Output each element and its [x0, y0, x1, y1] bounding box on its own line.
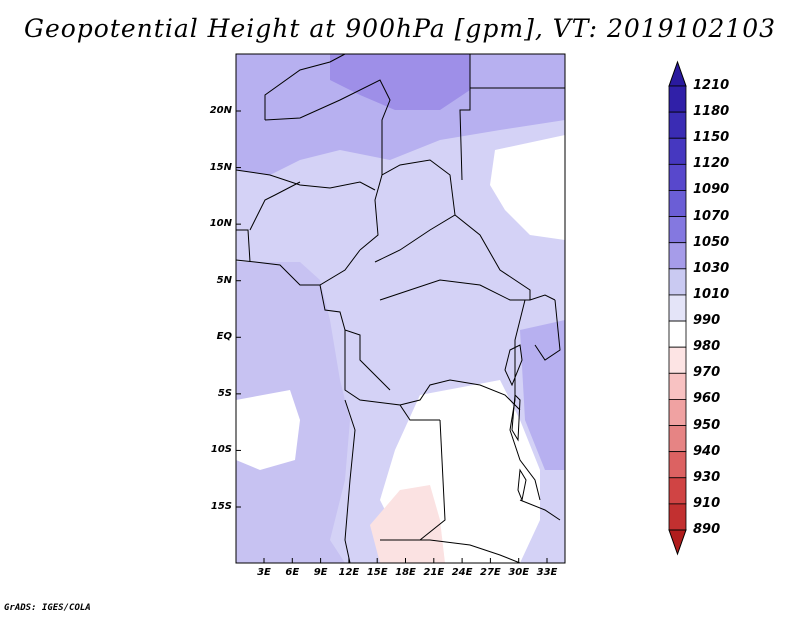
lon-tick-label: 18E [395, 567, 416, 578]
colorbar-label: 970 [693, 365, 721, 381]
border-line [509, 299, 541, 501]
border-line [380, 539, 521, 564]
field-white-ocean [236, 390, 300, 470]
field-white-ne [490, 135, 565, 240]
colorbar-label: 930 [693, 469, 721, 485]
colorbar-label: 950 [693, 417, 721, 433]
colorbar-segment [668, 163, 687, 191]
colorbar-label: 890 [693, 522, 721, 537]
field-north-deep [330, 54, 470, 110]
border-line [264, 79, 391, 175]
colorbar-label: 1120 [693, 156, 730, 172]
lon-tick-label: 3E [257, 567, 271, 578]
field-east-mid [520, 320, 565, 470]
border-line [236, 229, 251, 263]
colorbar-label: 1050 [693, 234, 730, 250]
colorbar-label: 1030 [693, 260, 730, 276]
colorbar-segment [668, 346, 687, 374]
border-line [534, 299, 561, 361]
colorbar-segment [668, 399, 687, 426]
border-line [459, 54, 471, 181]
border-line [264, 53, 346, 120]
lon-tick-label: 24E [451, 567, 473, 578]
border-line [519, 499, 561, 521]
border-line [374, 214, 531, 300]
lon-tick-label: 30E [508, 567, 530, 578]
colorbar-label: 910 [693, 495, 721, 511]
lake-outline [504, 344, 523, 387]
colorbar-label: 1210 [693, 78, 730, 93]
border-line [344, 399, 356, 564]
colorbar-label: 960 [693, 391, 721, 407]
lon-tick-label: 12E [338, 567, 360, 578]
credit-text: GrADS: IGES/COLA [4, 603, 91, 613]
colorbar-label: 1180 [693, 104, 730, 120]
border-line [419, 419, 446, 541]
colorbar-bottom-arrow [668, 529, 687, 556]
lon-tick-label: 27E [480, 567, 501, 578]
country-borders [235, 53, 565, 564]
lon-tick-label: 6E [285, 567, 300, 578]
colorbar-top-arrow [668, 60, 687, 87]
colorbar-segment [668, 372, 687, 400]
lake-outline [517, 468, 527, 502]
lat-tick-label: 5S [217, 387, 232, 399]
lat-tick-label: 20N [209, 105, 232, 116]
colorbar-segment [668, 111, 687, 139]
axes-frame [235, 53, 566, 564]
colorbar [668, 60, 687, 556]
border-line [344, 330, 440, 421]
colorbar-segment [668, 477, 687, 505]
colorbar-label: 990 [693, 313, 721, 329]
border-line [359, 159, 456, 251]
plot-frame [235, 53, 566, 564]
lat-tick-label: 10N [209, 218, 232, 230]
colorbar-segment [668, 320, 687, 348]
lat-tick-label: 5N [216, 274, 232, 286]
field-north-mid [236, 54, 565, 175]
colorbar-label: 940 [693, 443, 721, 459]
lon-tick-label: 9E [313, 567, 328, 578]
lat-tick-label: 10S [210, 444, 232, 456]
colorbar-segment [668, 85, 687, 113]
colorbar-segment [668, 425, 687, 453]
lat-tick-label: 15S [210, 501, 232, 512]
lon-tick-label: 15E [366, 567, 388, 578]
border-line [235, 169, 376, 191]
map-title: Geopotential Height at 900hPa [gpm], VT:… [23, 14, 777, 43]
colorbar-label: 1150 [693, 130, 730, 146]
lon-tick-label: 21E [423, 567, 445, 578]
lon-tick-label: 33E [536, 567, 558, 578]
colorbar-segment [668, 242, 687, 270]
border-line [235, 249, 361, 286]
field-pink [370, 485, 445, 563]
border-line [379, 279, 556, 301]
colorbar-label: 1070 [693, 208, 730, 224]
colorbar-segment [668, 137, 687, 165]
colorbar-segment [668, 503, 687, 531]
height-field [236, 54, 565, 563]
colorbar-segment [668, 216, 687, 244]
lat-tick-label: 15N [209, 161, 232, 173]
colorbar-segment [668, 190, 687, 217]
colorbar-segment [668, 268, 687, 296]
colorbar-segment [668, 294, 687, 322]
colorbar-label: 1090 [693, 182, 730, 198]
border-line [319, 284, 391, 391]
border-line [249, 181, 301, 231]
colorbar-segment [668, 451, 687, 479]
colorbar-label: 980 [693, 339, 721, 355]
border-line [399, 379, 521, 411]
lat-tick-label: EQ [216, 331, 232, 343]
colorbar-label: 1010 [693, 286, 730, 302]
lake-outline [511, 393, 521, 442]
